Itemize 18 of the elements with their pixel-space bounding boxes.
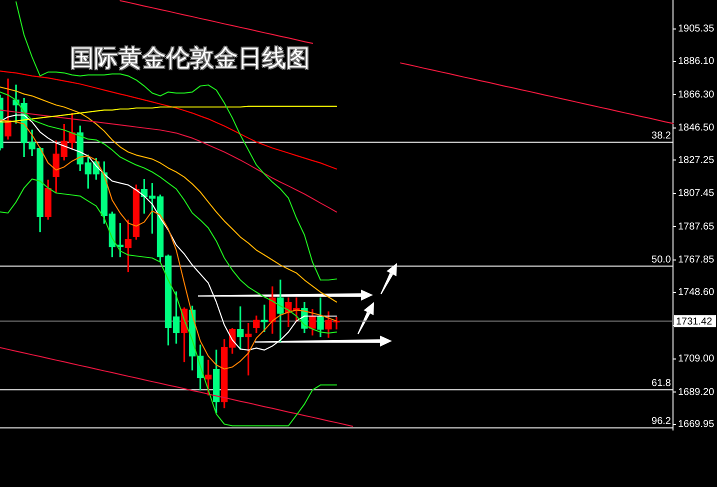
y-tick-label: 1866.30 <box>678 89 715 100</box>
annotation: 61.8 <box>652 378 672 389</box>
ref-line-label: 1731.42 <box>676 316 713 328</box>
y-tick-label: 1748.60 <box>678 287 715 298</box>
y-tick-label: 1767.85 <box>678 254 715 266</box>
y-tick-label: 1807.45 <box>678 188 715 200</box>
y-tick-label: 1787.65 <box>678 221 715 232</box>
text: 国际黄金伦敦金日线图 <box>70 44 310 72</box>
y-tick-label: 1846.50 <box>678 122 715 134</box>
y-tick-label: 1905.35 <box>678 24 715 35</box>
y-tick-label: 1709.00 <box>678 354 715 365</box>
y-tick-label: 1669.95 <box>678 419 715 430</box>
annotation: 96.2 <box>652 416 672 428</box>
y-tick-label: 1886.10 <box>678 56 715 68</box>
y-tick-label: 1689.20 <box>678 386 715 398</box>
annotation: 50.0 <box>652 254 672 266</box>
y-tick-label: 1827.25 <box>678 154 715 166</box>
annotation: 38.2 <box>652 130 672 142</box>
